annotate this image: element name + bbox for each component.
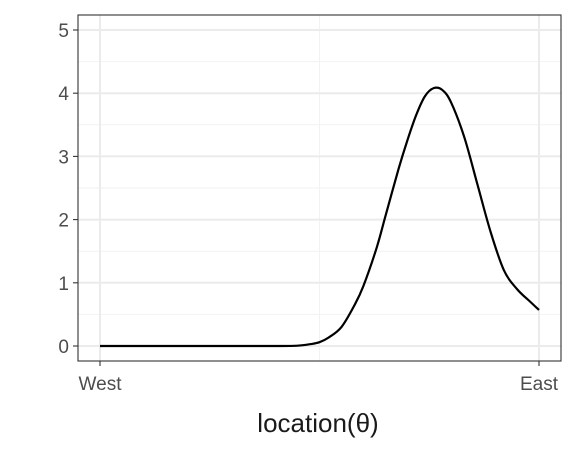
- panel-border: [77, 14, 562, 362]
- y-tick-label: 5: [58, 21, 69, 42]
- y-tick-label: 4: [58, 84, 69, 105]
- series-layer: [100, 86, 540, 348]
- x-tick-label: West: [79, 374, 123, 395]
- x-axis: West East: [79, 361, 559, 395]
- y-tick-label: 2: [58, 211, 69, 232]
- density-line: [100, 86, 540, 348]
- y-tick-label: 0: [58, 337, 69, 358]
- minor-gridlines: [78, 15, 561, 361]
- x-axis-title: location(θ): [257, 408, 378, 438]
- major-gridlines: [78, 15, 561, 361]
- y-axis: 0 1 2 3 4 5: [58, 21, 78, 358]
- y-tick-label: 1: [58, 274, 69, 295]
- x-tick-label: East: [520, 374, 559, 395]
- y-tick-label: 3: [58, 147, 69, 168]
